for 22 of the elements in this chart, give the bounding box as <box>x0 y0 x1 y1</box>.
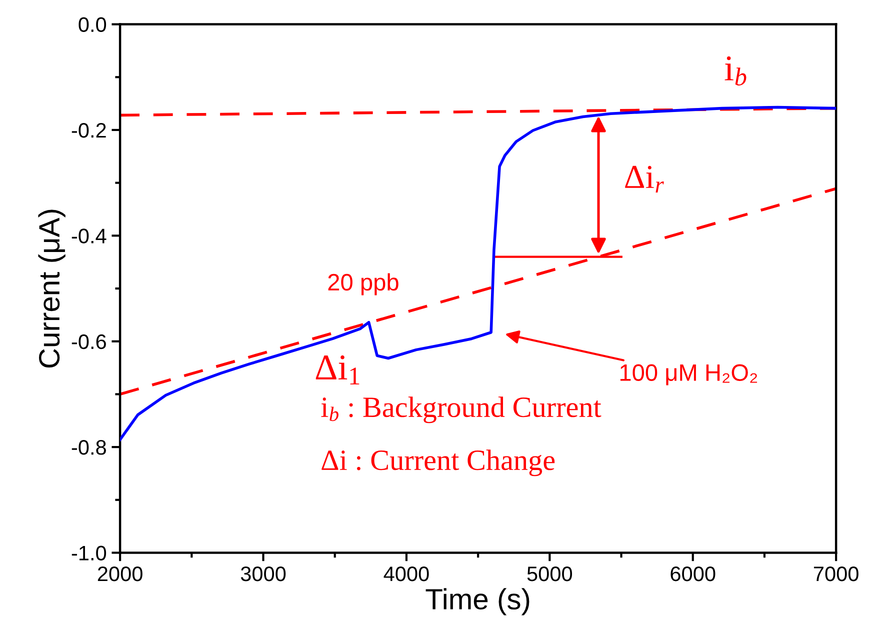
y-axis-title: Current (μA) <box>38 210 66 368</box>
line-series <box>120 106 836 442</box>
annotation: 100 μM H₂O₂ <box>620 364 758 386</box>
annotation: i$_{b}$ <box>724 56 746 86</box>
y-tick-label: 0.0 <box>78 17 106 32</box>
y-tick-label: -0.2 <box>72 122 106 138</box>
annotation: Δi$_{1}$ <box>316 355 360 384</box>
x-tick-label: 2000 <box>98 566 142 582</box>
y-tick-label: -1.0 <box>72 546 106 560</box>
y-tick-label: -0.4 <box>72 228 106 244</box>
x-tick-label: 6000 <box>670 566 716 582</box>
annotation: Δi$_{r}$ <box>625 166 664 193</box>
y-tick-label: -0.8 <box>72 440 106 455</box>
x-tick-label: 7000 <box>814 566 858 582</box>
x-tick-label: 3000 <box>240 566 286 582</box>
y-tick-label: -0.6 <box>72 334 106 350</box>
x-tick-label: 5000 <box>527 566 572 582</box>
x-axis-title: Time (s) <box>426 588 530 616</box>
annotation: i$_{b}$ : Background Current <box>321 396 602 424</box>
annotation: Δi : Current Change <box>322 450 555 476</box>
x-tick-label: 4000 <box>384 566 429 582</box>
annotation: 20 ppb <box>328 273 398 296</box>
